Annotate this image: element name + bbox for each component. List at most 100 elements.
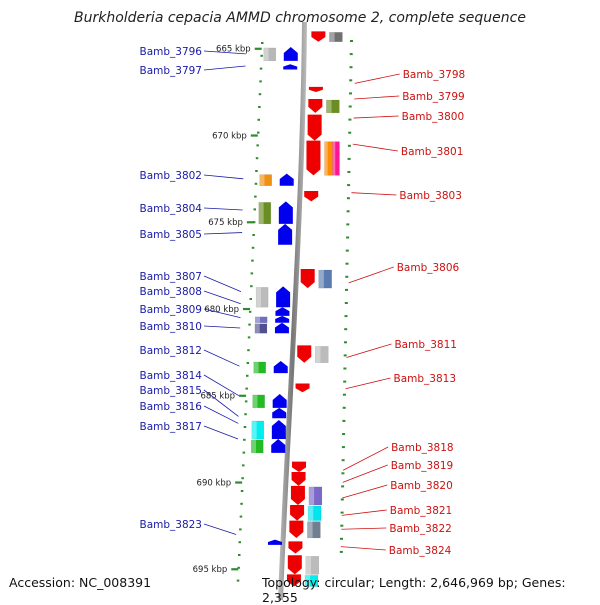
reverse-gene-arrow	[291, 472, 306, 486]
right-tick-track	[339, 40, 353, 553]
gene-label-right[interactable]: Bamb_3803	[399, 190, 462, 202]
cog-box	[304, 575, 319, 587]
leader-line	[203, 174, 244, 180]
cog-box-shade	[259, 174, 265, 186]
reverse-gene-arrow	[308, 86, 323, 93]
gene-label-right[interactable]: Bamb_3819	[391, 460, 454, 472]
scale-tick	[239, 394, 247, 397]
reverse-gene-arrow	[295, 383, 310, 393]
gene-label-right[interactable]: Bamb_3821	[390, 505, 453, 517]
track-tick	[246, 362, 250, 364]
track-tick	[237, 566, 240, 569]
gene-label-right[interactable]: Bamb_3818	[391, 442, 454, 454]
forward-gene-arrow	[274, 322, 289, 334]
track-tick	[343, 367, 347, 370]
track-tick	[238, 541, 241, 544]
leader-line	[351, 192, 397, 196]
gene-label-left[interactable]: Bamb_3804	[139, 203, 202, 215]
track-tick	[345, 288, 348, 291]
gene-label-left[interactable]: Bamb_3797	[139, 65, 202, 77]
reverse-gene-arrow	[297, 345, 312, 363]
gene-label-left[interactable]: Bamb_3815	[139, 385, 202, 397]
track-tick	[246, 374, 249, 377]
forward-gene-arrow	[272, 393, 287, 408]
gene-label-left[interactable]: Bamb_3812	[139, 345, 202, 357]
gene-label-left[interactable]: Bamb_3807	[139, 271, 202, 283]
track-tick	[340, 524, 344, 527]
track-tick	[254, 195, 257, 198]
chromosome-backbone	[278, 22, 307, 600]
track-tick	[236, 579, 240, 582]
track-tick	[346, 223, 350, 226]
track-tick	[250, 285, 253, 288]
gene-label-left[interactable]: Bamb_3814	[139, 370, 202, 382]
cog-box-shade	[258, 202, 264, 224]
topology-text: Topology: circular; Length: 2,646,969 bp…	[262, 575, 566, 605]
forward-gene-arrow	[278, 201, 293, 224]
cog-box-shade	[305, 556, 312, 575]
track-tick	[242, 464, 245, 467]
leader-line	[203, 349, 240, 367]
gene-label-right[interactable]: Bamb_3824	[389, 545, 452, 557]
gene-label-right[interactable]: Bamb_3813	[394, 373, 457, 385]
accession-text: Accession: NC_008391	[9, 575, 152, 590]
leader-line	[203, 275, 242, 292]
track-tick	[243, 438, 246, 441]
gene-label-left[interactable]: Bamb_3809	[139, 304, 202, 316]
cog-box-shade	[252, 394, 258, 408]
track-tick	[243, 426, 247, 428]
cog-box-shade	[315, 346, 321, 363]
gene-label-right[interactable]: Bamb_3806	[397, 262, 460, 274]
gene-label-right[interactable]: Bamb_3820	[390, 480, 453, 492]
track-tick	[347, 157, 351, 160]
gene-label-left[interactable]: Bamb_3817	[139, 421, 202, 433]
leader-line	[203, 425, 239, 440]
scale-label: 680 kbp	[204, 305, 239, 315]
gene-label-right[interactable]: Bamb_3798	[403, 69, 466, 81]
track-tick	[341, 485, 345, 488]
scale-label: 690 kbp	[197, 478, 232, 488]
cog-box-shade	[308, 486, 315, 505]
track-tick	[341, 459, 345, 462]
gene-label-right[interactable]: Bamb_3799	[402, 91, 465, 103]
leader-line	[203, 50, 246, 55]
gene-label-left[interactable]: Bamb_3810	[139, 321, 202, 333]
track-tick	[251, 259, 254, 262]
cog-box-shade	[263, 47, 269, 61]
cog-box-shade	[326, 99, 332, 113]
leader-line	[342, 464, 388, 483]
track-tick	[345, 262, 349, 265]
left-tick-track	[236, 42, 264, 582]
gene-label-left[interactable]: Bamb_3816	[139, 401, 202, 413]
cog-box	[258, 202, 272, 225]
gene-label-left[interactable]: Bamb_3802	[139, 170, 202, 182]
gene-label-right[interactable]: Bamb_3822	[389, 523, 452, 535]
cog-box	[250, 439, 264, 454]
reverse-gene-arrow	[304, 190, 319, 202]
gene-label-right[interactable]: Bamb_3801	[401, 146, 464, 158]
track-tick	[342, 406, 346, 409]
gene-label-left[interactable]: Bamb_3805	[139, 229, 202, 241]
scale-tick	[254, 47, 262, 50]
gene-features	[250, 31, 343, 587]
cog-box	[259, 174, 272, 186]
gene-label-right[interactable]: Bamb_3800	[402, 111, 465, 123]
gene-label-left[interactable]: Bamb_3808	[139, 286, 202, 298]
cog-box	[326, 99, 340, 114]
leader-line	[203, 308, 241, 318]
cog-box	[307, 521, 321, 539]
gene-label-right[interactable]: Bamb_3811	[394, 339, 457, 351]
cog-box-shade	[256, 287, 261, 308]
forward-gene-arrow	[279, 173, 294, 186]
scale-tick	[231, 568, 239, 571]
cog-box	[255, 287, 269, 308]
track-tick	[347, 171, 351, 173]
track-tick	[345, 275, 349, 278]
forward-gene-arrow	[276, 286, 291, 308]
reverse-gene-arrow	[292, 461, 307, 473]
leader-line	[341, 509, 387, 516]
gene-label-left[interactable]: Bamb_3823	[139, 519, 202, 531]
forward-gene-arrow	[275, 307, 290, 316]
track-tick	[342, 419, 346, 422]
gene-label-left[interactable]: Bamb_3796	[139, 46, 202, 58]
